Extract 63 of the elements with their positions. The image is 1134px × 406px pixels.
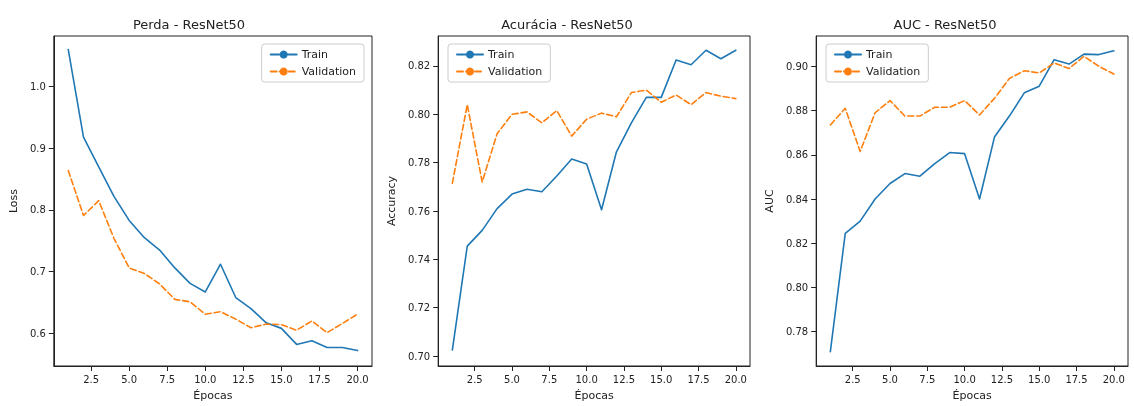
legend-label: Train	[487, 48, 515, 61]
y-tick-label: 0.80	[407, 108, 431, 120]
line-series	[451, 89, 737, 185]
x-tick-label: 20.0	[1102, 373, 1125, 385]
x-tick-label: 10.0	[953, 373, 976, 385]
x-tick-label: 17.5	[687, 373, 710, 385]
x-tick-label: 15.0	[1028, 373, 1051, 385]
x-tick-label: 12.5	[232, 373, 255, 385]
chart-title: Acurácia - ResNet50	[501, 17, 633, 32]
x-tick-label: 2.5	[466, 373, 483, 385]
legend-label: Train	[865, 48, 893, 61]
y-tick-label: 0.82	[785, 237, 809, 249]
y-tick-label: 0.90	[785, 60, 809, 72]
y-tick-label: 0.88	[785, 105, 809, 117]
x-tick-label: 17.5	[1065, 373, 1088, 385]
y-tick-label: 0.9	[29, 142, 46, 154]
x-axis-title: Épocas	[574, 389, 614, 402]
chart-title: Perda - ResNet50	[132, 17, 246, 32]
y-tick-label: 0.7	[29, 266, 46, 278]
x-tick-label: 12.5	[612, 373, 636, 385]
y-tick-label: 0.8	[29, 204, 46, 216]
chart-title: AUC - ResNet50	[893, 17, 997, 32]
y-tick-label: 1.0	[29, 81, 46, 93]
line-series	[451, 49, 737, 351]
x-axis-title: Épocas	[193, 389, 233, 402]
legend-label: Validation	[866, 65, 921, 78]
y-tick-label: 0.80	[785, 281, 809, 293]
legend-label: Validation	[301, 65, 357, 78]
y-tick-label: 0.70	[407, 350, 431, 362]
x-axis-title: Épocas	[952, 389, 992, 402]
x-tick-label: 2.5	[844, 373, 861, 385]
y-tick-label: 0.74	[407, 253, 431, 265]
x-tick-label: 10.0	[194, 373, 217, 385]
y-tick-label: 0.86	[785, 149, 809, 161]
y-tick-label: 0.84	[785, 193, 809, 205]
x-tick-label: 5.0	[882, 373, 898, 385]
x-tick-label: 15.0	[270, 373, 293, 385]
x-tick-label: 12.5	[990, 373, 1014, 385]
y-tick-label: 0.78	[785, 326, 809, 338]
x-tick-label: 15.0	[650, 373, 673, 385]
y-axis-title: AUC	[763, 189, 776, 213]
x-tick-label: 7.5	[919, 373, 936, 385]
x-tick-label: 20.0	[724, 373, 747, 385]
y-axis-title: Loss	[7, 188, 20, 214]
x-tick-label: 5.0	[121, 373, 138, 385]
y-tick-label: 0.76	[407, 205, 431, 217]
x-tick-label: 10.0	[575, 373, 598, 385]
y-tick-label: 0.82	[407, 60, 431, 72]
y-axis-title: Accuracy	[385, 175, 398, 227]
line-series	[67, 169, 359, 334]
x-tick-label: 17.5	[308, 373, 331, 385]
x-tick-label: 2.5	[83, 373, 100, 385]
x-tick-label: 5.0	[504, 373, 520, 385]
legend-label: Validation	[488, 65, 543, 78]
y-tick-label: 0.6	[29, 327, 46, 339]
y-tick-label: 0.78	[407, 157, 431, 169]
line-series	[67, 48, 359, 352]
y-tick-label: 0.72	[407, 302, 431, 314]
x-tick-label: 7.5	[159, 373, 176, 385]
line-series	[829, 50, 1115, 353]
legend-label: Train	[300, 48, 329, 61]
x-tick-label: 7.5	[541, 373, 558, 385]
x-tick-label: 20.0	[346, 373, 369, 385]
